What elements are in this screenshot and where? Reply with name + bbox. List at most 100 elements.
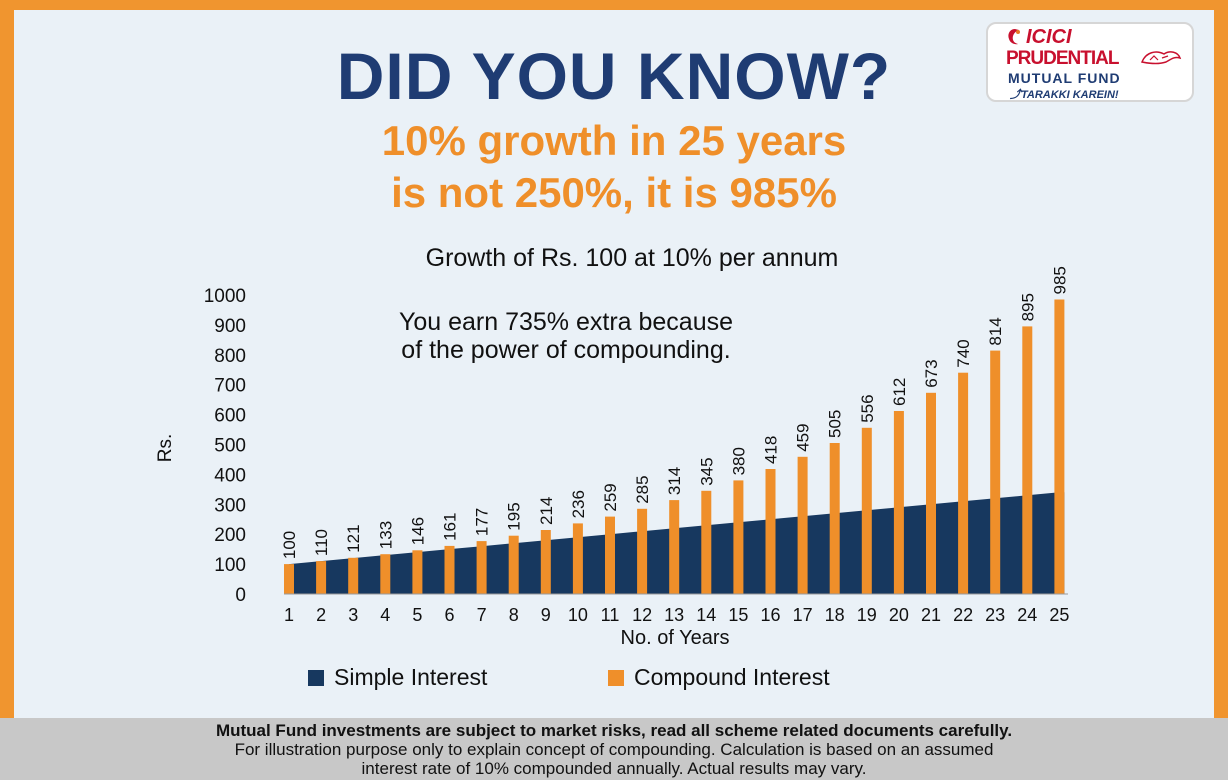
compound-bar-label: 895: [1018, 293, 1037, 321]
compound-bar-label: 110: [312, 529, 331, 556]
y-axis-label: Rs.: [155, 434, 176, 463]
x-tick-label: 5: [412, 605, 422, 625]
compound-bar: [1022, 326, 1033, 594]
logo-tagline-text: TARAKKI KAREIN!: [1021, 89, 1119, 101]
y-tick-label: 800: [214, 346, 246, 367]
legend-item-simple-interest: Simple Interest: [308, 664, 487, 691]
y-tick-label: 100: [214, 555, 246, 576]
compound-bar: [348, 557, 359, 594]
x-tick-label: 19: [857, 605, 877, 625]
compound-bar-label: 214: [537, 497, 556, 525]
logo-tagline: ⤴TARAKKI KAREIN!: [1010, 89, 1119, 101]
compound-bar: [829, 443, 840, 594]
legend-swatch-compound: [608, 669, 624, 686]
compound-bar: [990, 350, 1001, 594]
compound-bar-label: 146: [408, 517, 427, 545]
compound-bar: [765, 469, 776, 594]
x-tick-label: 21: [921, 605, 941, 625]
compound-bar: [540, 530, 551, 594]
logo-line-1: ICICI: [1026, 26, 1072, 48]
compound-bar-label: 459: [794, 423, 813, 451]
compound-bar: [797, 456, 808, 594]
compound-bar-label: 314: [665, 467, 684, 495]
compound-bar: [958, 372, 969, 594]
y-tick-label: 500: [214, 436, 246, 457]
chart-annotation-line-1: You earn 735% extra because: [399, 308, 733, 336]
compound-bar-label: 195: [505, 502, 524, 530]
chart-annotation-line-2: of the power of compounding.: [401, 336, 730, 364]
x-axis-label: No. of Years: [621, 627, 730, 649]
compound-bar: [669, 500, 680, 594]
lion-emblem-icon: [1140, 51, 1182, 65]
headline: DID YOU KNOW?: [336, 39, 892, 113]
x-tick-label: 7: [477, 605, 487, 625]
compound-bar: [605, 516, 615, 594]
x-tick-label: 8: [509, 605, 519, 625]
compound-bar-label: 740: [954, 339, 973, 367]
compound-bar-label: 612: [890, 378, 909, 406]
x-tick-label: 1: [284, 605, 294, 625]
compound-bar-label: 505: [826, 410, 845, 438]
compound-bar: [316, 561, 327, 594]
compound-bar: [926, 392, 936, 594]
compound-bar-label: 133: [376, 521, 395, 549]
icici-swirl-icon: [1008, 29, 1020, 45]
disclaimer-line-1: Mutual Fund investments are subject to m…: [215, 721, 1013, 740]
x-tick-label: 14: [696, 605, 716, 625]
compound-bar: [508, 535, 519, 594]
logo-line-2: PRUDENTIAL: [1006, 48, 1119, 69]
logo-line-3: MUTUAL FUND: [1008, 70, 1121, 86]
compound-bar-label: 673: [922, 359, 941, 387]
compound-bar: [412, 550, 423, 594]
x-tick-label: 6: [444, 605, 454, 625]
compound-bar-label: 418: [762, 436, 781, 464]
compound-bar-label: 985: [1050, 266, 1069, 294]
y-tick-label: 400: [214, 465, 246, 486]
x-tick-label: 16: [760, 605, 780, 625]
y-tick-label: 300: [214, 495, 246, 516]
y-tick-label: 600: [214, 406, 246, 427]
x-tick-label: 11: [601, 605, 620, 625]
legend-label-compound: Compound Interest: [634, 664, 830, 690]
compound-bar-label: 285: [633, 475, 652, 503]
compound-bar: [380, 554, 391, 594]
compound-bar-label: 121: [344, 524, 363, 552]
disclaimer-line-3: interest rate of 10% compounded annually…: [361, 759, 867, 778]
compound-bar: [444, 545, 455, 594]
compound-bar: [476, 541, 487, 594]
compound-bar-label: 345: [697, 457, 716, 485]
legend-item-compound-interest: Compound Interest: [608, 664, 830, 691]
compound-bar-label: 161: [441, 513, 460, 541]
compound-bar-label: 100: [280, 531, 299, 559]
y-tick-label: 900: [214, 316, 246, 337]
y-axis-ticks: 0 100 200 300 400 500 600 700 800 900 1000: [204, 286, 246, 606]
x-tick-label: 23: [985, 605, 1005, 625]
x-tick-label: 3: [348, 605, 358, 625]
chart-title: Growth of Rs. 100 at 10% per annum: [426, 244, 839, 272]
x-tick-label: 25: [1049, 605, 1069, 625]
subheadline-line-1: 10% growth in 25 years: [381, 117, 847, 164]
compound-bar: [637, 508, 648, 594]
compound-bar: [733, 480, 744, 594]
disclaimer-footer: Mutual Fund investments are subject to m…: [0, 718, 1228, 780]
y-tick-label: 0: [235, 585, 246, 606]
compound-bar: [1054, 299, 1065, 594]
x-tick-label: 24: [1017, 605, 1037, 625]
x-tick-label: 17: [793, 605, 813, 625]
compound-bar-label: 259: [601, 483, 620, 511]
y-tick-label: 1000: [204, 286, 246, 307]
x-axis-ticks: 1 2 3 4 5 6 7 8 9 10 11 12 13 14 15 16 17 18 19 20 21 22 23 24 2…: [284, 605, 1069, 625]
icici-prudential-logo: ICICI PRUDENTIAL MUTUAL FUND ⤴TARAKKI KA…: [986, 22, 1194, 102]
poster-panel: [14, 10, 1214, 718]
legend-label-simple: Simple Interest: [334, 664, 488, 690]
compound-bar-label: 380: [729, 447, 748, 475]
compound-bar-label: 556: [858, 394, 877, 422]
x-tick-label: 12: [632, 605, 652, 625]
x-tick-label: 20: [889, 605, 909, 625]
x-tick-label: 9: [541, 605, 551, 625]
compound-bar-label: 236: [569, 490, 588, 518]
disclaimer-line-2: For illustration purpose only to explain…: [234, 740, 994, 759]
compound-interest-series: 100 110 121 133 146 161 177 195 214 236 259 285 314 3…: [280, 266, 1069, 594]
y-tick-label: 200: [214, 525, 246, 546]
